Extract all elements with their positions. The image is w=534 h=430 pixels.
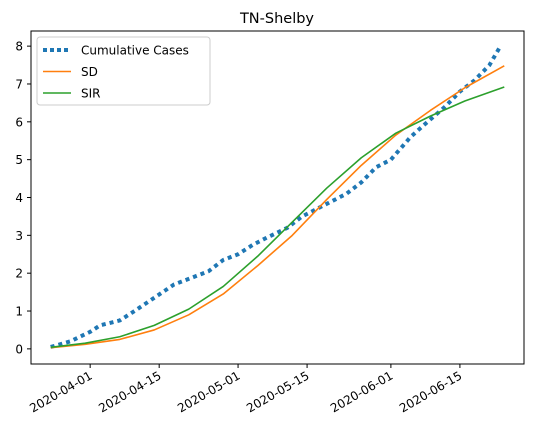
legend-label: Cumulative Cases [81, 44, 189, 58]
y-tick-label: 3 [15, 229, 23, 243]
y-tick-label: 4 [15, 191, 23, 205]
legend: Cumulative Cases SD SIR [37, 37, 210, 105]
legend-label: SIR [81, 87, 101, 101]
y-tick-label: 5 [15, 153, 23, 167]
y-tick-label: 1 [15, 305, 23, 319]
legend-label: SD [81, 65, 98, 79]
y-tick-label: 0 [15, 342, 23, 356]
y-tick-label: 2 [15, 267, 23, 281]
y-tick-label: 7 [15, 77, 23, 91]
y-tick-label: 8 [15, 40, 23, 54]
chart-title: TN-Shelby [239, 11, 314, 27]
y-tick-label: 6 [15, 115, 23, 129]
